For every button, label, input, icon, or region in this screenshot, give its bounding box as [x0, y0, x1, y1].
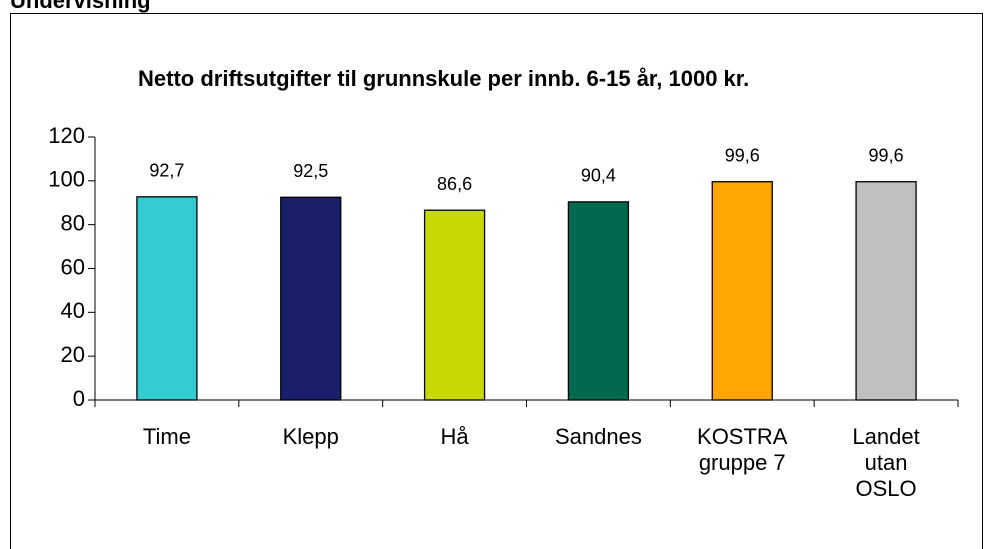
bar: [280, 196, 342, 401]
x-tick-label: Time: [142, 424, 191, 449]
bar: [855, 181, 917, 401]
value-label: 99,6: [725, 145, 760, 165]
chart-title: Netto driftsutgifter til grunnskule per …: [138, 66, 750, 91]
value-label: 86,6: [437, 174, 472, 194]
x-tick-label: Hå: [440, 424, 469, 449]
y-tick-label: 80: [61, 210, 85, 235]
x-tick-label: Klepp: [282, 424, 339, 449]
x-tick-label: Sandnes: [554, 424, 642, 449]
x-tick-label: KOSTRA gruppe 7: [697, 424, 788, 475]
y-tick-label: 40: [61, 298, 85, 323]
chart-frame: [10, 13, 983, 549]
y-tick-label: 100: [48, 167, 85, 192]
value-label: 92,7: [149, 161, 184, 181]
bar: [423, 209, 486, 401]
value-label: 92,5: [293, 161, 328, 181]
x-tick-label: Landet utan OSLO: [852, 424, 920, 501]
value-label: 99,6: [869, 145, 904, 165]
bar: [567, 201, 630, 401]
bar: [136, 196, 198, 401]
y-tick-label: 120: [48, 123, 85, 148]
value-label: 90,4: [581, 166, 616, 186]
y-tick-label: 20: [61, 342, 85, 367]
y-tick-label: 0: [73, 386, 85, 411]
header: Undervisning: [10, 0, 151, 13]
bar: [711, 181, 773, 401]
y-tick-label: 60: [61, 254, 85, 279]
